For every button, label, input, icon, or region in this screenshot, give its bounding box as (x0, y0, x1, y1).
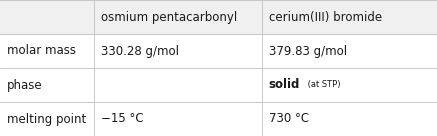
Text: solid: solid (269, 78, 300, 92)
Text: phase: phase (7, 78, 42, 92)
Text: molar mass: molar mass (7, 44, 76, 58)
Text: osmium pentacarbonyl: osmium pentacarbonyl (101, 10, 237, 24)
Text: −15 °C: −15 °C (101, 112, 143, 126)
Text: cerium(III) bromide: cerium(III) bromide (269, 10, 382, 24)
Bar (0, 0, 437, 34)
Text: melting point: melting point (7, 112, 86, 126)
Text: 730 °C: 730 °C (269, 112, 309, 126)
Text: 330.28 g/mol: 330.28 g/mol (101, 44, 178, 58)
Text: (at STP): (at STP) (305, 81, 340, 89)
Text: 379.83 g/mol: 379.83 g/mol (269, 44, 347, 58)
